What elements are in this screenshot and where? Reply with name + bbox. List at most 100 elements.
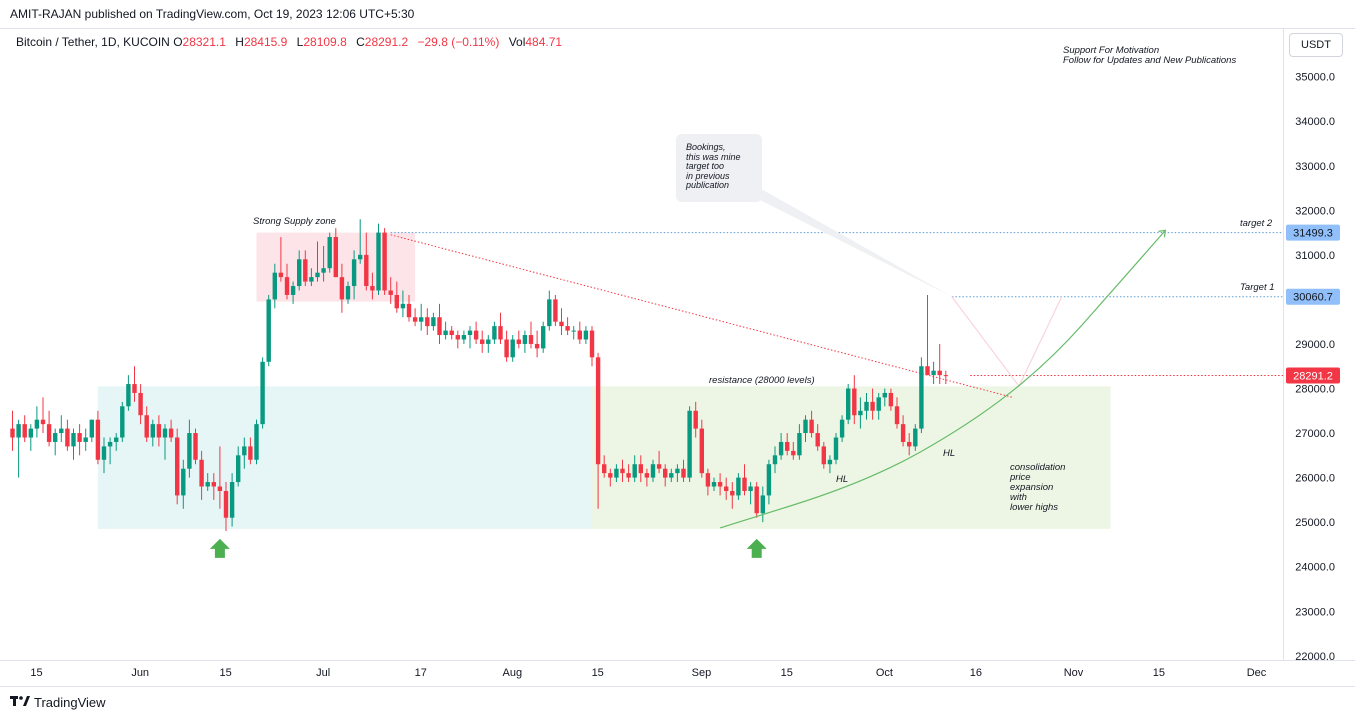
candle-body bbox=[565, 326, 570, 331]
candle bbox=[351, 250, 357, 300]
candle-body bbox=[675, 468, 680, 474]
candle bbox=[595, 352, 601, 509]
candle-body bbox=[852, 388, 857, 416]
candle bbox=[480, 330, 485, 353]
motivation-note: Support For Motivation Follow for Update… bbox=[1063, 45, 1237, 66]
candle bbox=[900, 415, 906, 447]
candle bbox=[107, 437, 113, 465]
candle bbox=[791, 441, 796, 460]
currency-button[interactable]: USDT bbox=[1289, 33, 1343, 57]
candle-body bbox=[284, 277, 290, 295]
candle bbox=[565, 317, 570, 336]
candle-body bbox=[864, 401, 869, 411]
candle-body bbox=[412, 317, 418, 322]
candle bbox=[467, 326, 473, 349]
candle-body bbox=[803, 419, 808, 434]
time-tick-label: 15 bbox=[219, 667, 231, 679]
candle-body bbox=[455, 335, 460, 340]
candle-body bbox=[772, 455, 778, 465]
candle bbox=[541, 321, 546, 353]
candle bbox=[858, 397, 863, 429]
candle bbox=[943, 370, 948, 385]
target2-label: target 2 bbox=[1240, 218, 1273, 229]
candle-body bbox=[211, 482, 216, 487]
consolidation-zone bbox=[592, 386, 1111, 529]
badge-bg bbox=[1286, 367, 1340, 384]
candle bbox=[217, 446, 223, 509]
candle bbox=[931, 361, 936, 385]
candle-body bbox=[626, 473, 631, 478]
symbol-legend[interactable]: Bitcoin / Tether, 1D, KUCOIN O28321.1 H2… bbox=[16, 35, 562, 49]
candle-body bbox=[461, 335, 467, 340]
growth-curve bbox=[719, 229, 1166, 529]
candle bbox=[608, 468, 613, 487]
candle bbox=[150, 419, 155, 447]
candle bbox=[284, 263, 290, 300]
candle-body bbox=[827, 459, 833, 465]
candle bbox=[132, 366, 137, 402]
price-tick-label: 26000.0 bbox=[1295, 473, 1335, 485]
candle bbox=[528, 321, 534, 349]
candle bbox=[309, 268, 314, 287]
candle bbox=[888, 388, 894, 411]
supply-zone-label: Strong Supply zone bbox=[253, 216, 336, 227]
top-border bbox=[0, 28, 1355, 29]
price-tick-label: 29000.0 bbox=[1295, 339, 1335, 351]
candle bbox=[266, 294, 271, 367]
candle-body bbox=[498, 326, 503, 340]
candle-body bbox=[748, 486, 753, 491]
candle-body bbox=[492, 326, 497, 340]
candle-body bbox=[65, 428, 70, 447]
candle bbox=[315, 241, 320, 282]
price-tick-label: 25000.0 bbox=[1295, 517, 1335, 529]
symbol-name[interactable]: Bitcoin / Tether, 1D, KUCOIN bbox=[16, 35, 170, 49]
candle bbox=[681, 459, 686, 483]
candle bbox=[522, 330, 528, 353]
candle-body bbox=[400, 303, 406, 309]
candle-body bbox=[351, 259, 357, 287]
price-change: −29.8 (−0.11%) bbox=[417, 35, 500, 49]
candle-body bbox=[882, 392, 887, 398]
candle-body bbox=[736, 477, 741, 496]
candle-body bbox=[260, 361, 265, 425]
candle-body bbox=[559, 321, 564, 327]
candle-body bbox=[150, 424, 155, 438]
candle bbox=[455, 330, 460, 349]
candle-body bbox=[821, 446, 826, 465]
candle-body bbox=[34, 419, 40, 429]
candle bbox=[187, 419, 192, 478]
candle-body bbox=[620, 468, 625, 474]
candle bbox=[101, 437, 107, 474]
candle bbox=[364, 232, 369, 291]
badge-bg bbox=[1286, 224, 1340, 241]
candle-body bbox=[541, 326, 546, 349]
candle-body bbox=[669, 473, 674, 478]
candle bbox=[663, 464, 668, 487]
candle bbox=[864, 392, 869, 420]
candle-body bbox=[894, 406, 900, 425]
candle bbox=[516, 330, 521, 349]
candle-body bbox=[547, 299, 552, 327]
resistance-label: resistance (28000 levels) bbox=[709, 375, 815, 386]
target1-label: Target 1 bbox=[1240, 282, 1275, 293]
candle bbox=[675, 464, 680, 483]
candle-body bbox=[333, 237, 338, 278]
candle bbox=[925, 294, 930, 376]
candle bbox=[242, 437, 247, 469]
arrow-2-up-icon bbox=[746, 538, 767, 558]
candle-body bbox=[77, 433, 82, 442]
candle-body bbox=[577, 330, 582, 340]
candle-body bbox=[327, 237, 332, 269]
candle bbox=[437, 303, 442, 344]
candle-body bbox=[528, 335, 534, 344]
tradingview-logo[interactable]: TradingView bbox=[10, 695, 106, 710]
candle bbox=[303, 250, 308, 287]
candle-body bbox=[205, 482, 210, 487]
time-tick-label: Jun bbox=[131, 667, 149, 679]
candle bbox=[46, 410, 52, 447]
candle-body bbox=[22, 424, 27, 438]
candle-body bbox=[656, 464, 662, 469]
candle bbox=[34, 406, 40, 438]
candle-body bbox=[266, 299, 271, 362]
